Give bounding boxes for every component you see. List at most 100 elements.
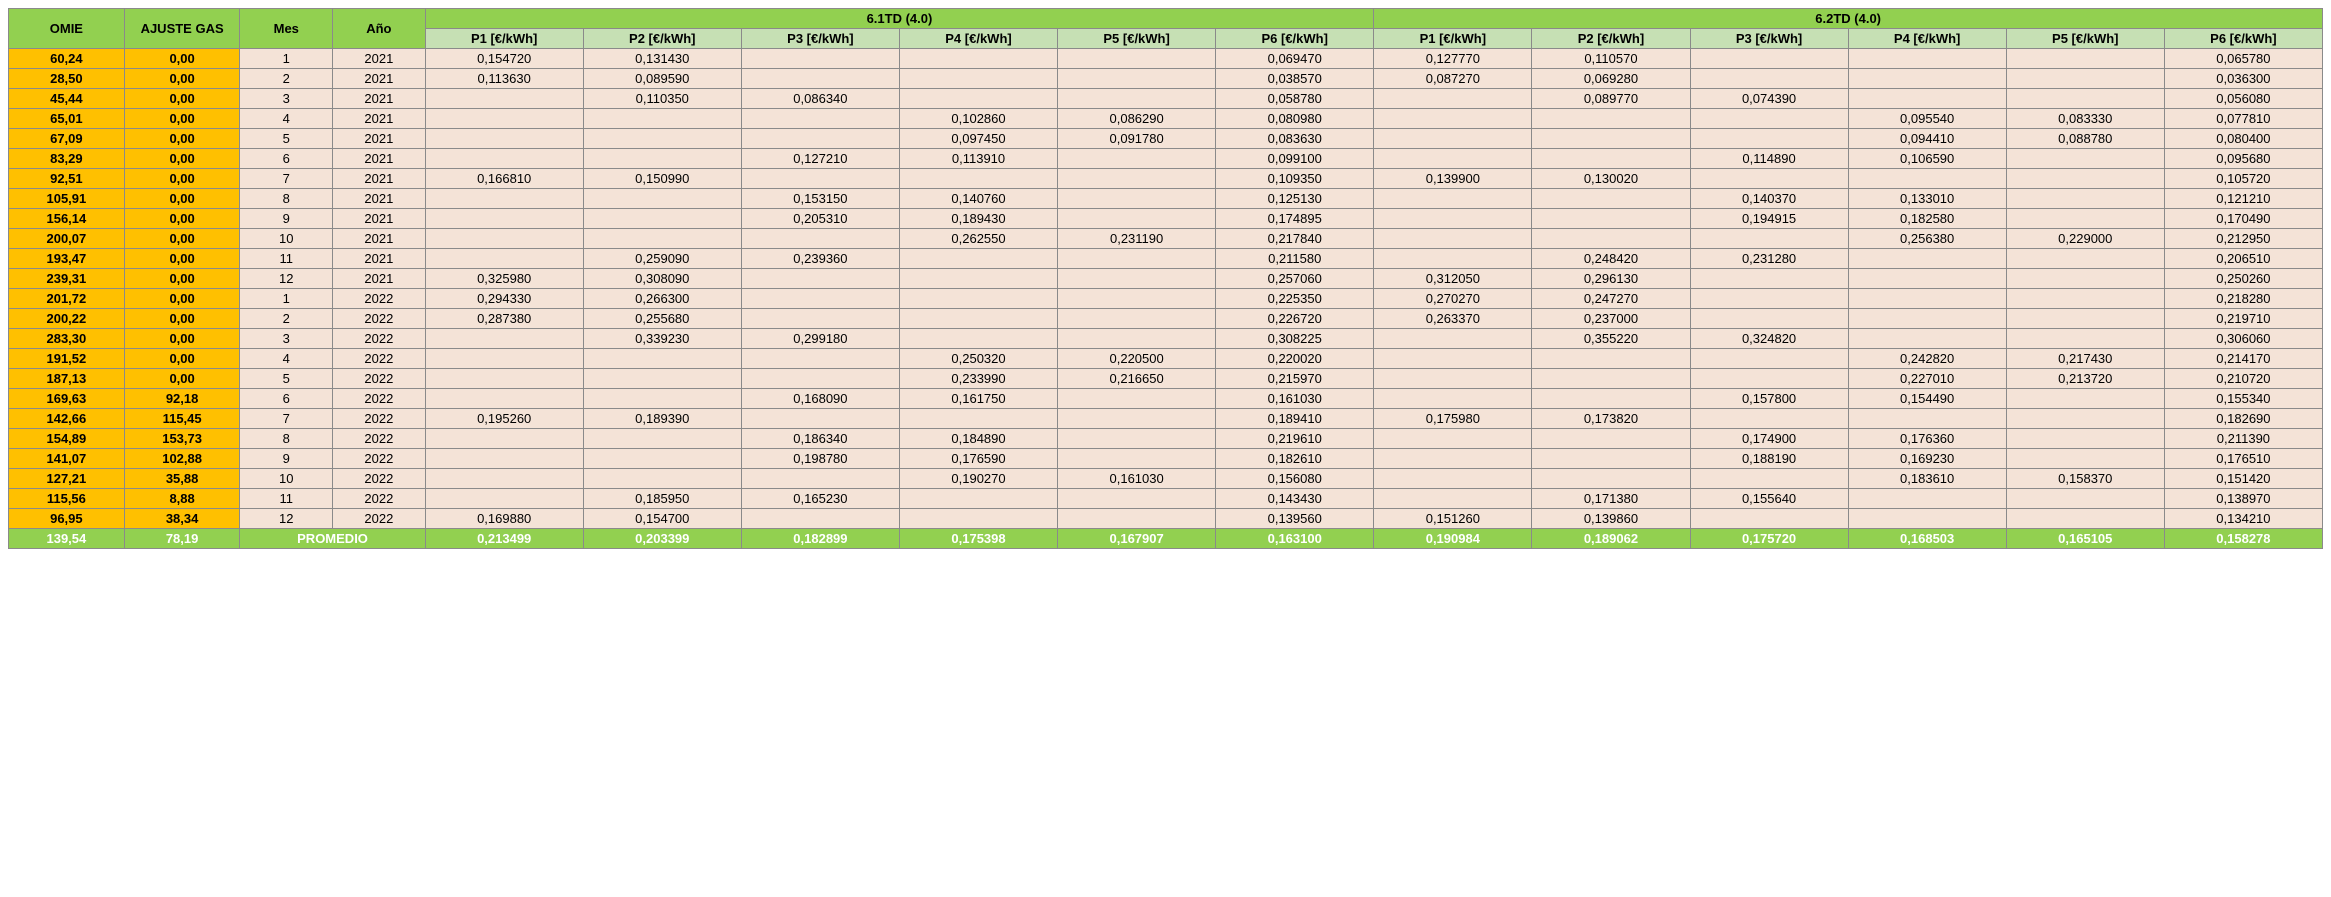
cell-61-p4 [899, 309, 1057, 329]
cell-62-p6: 0,155340 [2164, 389, 2322, 409]
cell-61-p5 [1058, 169, 1216, 189]
cell-ano: 2021 [333, 129, 426, 149]
cell-62-p1: 0,312050 [1374, 269, 1532, 289]
cell-62-p1: 0,139900 [1374, 169, 1532, 189]
cell-ajuste: 115,45 [124, 409, 240, 429]
cell-mes: 8 [240, 189, 333, 209]
hdr-61-p1: P1 [€/kWh] [425, 29, 583, 49]
cell-62-p5 [2006, 149, 2164, 169]
cell-61-p2: 0,089590 [583, 69, 741, 89]
cell-61-p2: 0,154700 [583, 509, 741, 529]
cell-62-p4: 0,256380 [1848, 229, 2006, 249]
cell-mes: 9 [240, 209, 333, 229]
hdr-mes: Mes [240, 9, 333, 49]
cell-62-p1 [1374, 189, 1532, 209]
cell-61-p4: 0,140760 [899, 189, 1057, 209]
cell-omie: 201,72 [9, 289, 125, 309]
cell-62-p3: 0,324820 [1690, 329, 1848, 349]
hdr-ajuste: AJUSTE GAS [124, 9, 240, 49]
cell-ajuste: 0,00 [124, 89, 240, 109]
cell-mes: 6 [240, 149, 333, 169]
cell-62-p3: 0,157800 [1690, 389, 1848, 409]
cell-61-p4: 0,113910 [899, 149, 1057, 169]
cell-mes: 4 [240, 109, 333, 129]
cell-61-p4 [899, 329, 1057, 349]
cell-ajuste: 0,00 [124, 309, 240, 329]
ftr-ajuste: 78,19 [124, 529, 240, 549]
cell-61-p4 [899, 289, 1057, 309]
ftr-a-p6: 0,163100 [1216, 529, 1374, 549]
hdr-62-p2: P2 [€/kWh] [1532, 29, 1690, 49]
cell-61-p6: 0,139560 [1216, 509, 1374, 529]
cell-62-p1 [1374, 469, 1532, 489]
cell-61-p6: 0,174895 [1216, 209, 1374, 229]
cell-61-p3 [741, 49, 899, 69]
cell-62-p3: 0,188190 [1690, 449, 1848, 469]
cell-omie: 169,63 [9, 389, 125, 409]
cell-mes: 11 [240, 489, 333, 509]
cell-ano: 2022 [333, 369, 426, 389]
cell-ajuste: 0,00 [124, 209, 240, 229]
cell-ajuste: 0,00 [124, 189, 240, 209]
cell-61-p4: 0,189430 [899, 209, 1057, 229]
cell-61-p4: 0,262550 [899, 229, 1057, 249]
cell-ano: 2021 [333, 109, 426, 129]
cell-62-p4: 0,095540 [1848, 109, 2006, 129]
cell-62-p2 [1532, 349, 1690, 369]
cell-61-p5: 0,091780 [1058, 129, 1216, 149]
cell-62-p3 [1690, 69, 1848, 89]
cell-ano: 2021 [333, 269, 426, 289]
cell-62-p4 [1848, 329, 2006, 349]
cell-62-p1 [1374, 209, 1532, 229]
cell-61-p2 [583, 449, 741, 469]
cell-62-p2 [1532, 229, 1690, 249]
cell-ano: 2021 [333, 229, 426, 249]
cell-61-p2: 0,185950 [583, 489, 741, 509]
cell-62-p3 [1690, 289, 1848, 309]
cell-62-p6: 0,065780 [2164, 49, 2322, 69]
cell-61-p2 [583, 469, 741, 489]
cell-61-p1 [425, 429, 583, 449]
cell-62-p1: 0,270270 [1374, 289, 1532, 309]
cell-61-p2: 0,110350 [583, 89, 741, 109]
cell-62-p6: 0,206510 [2164, 249, 2322, 269]
cell-61-p4: 0,184890 [899, 429, 1057, 449]
cell-61-p3: 0,186340 [741, 429, 899, 449]
cell-61-p2: 0,339230 [583, 329, 741, 349]
cell-61-p5: 0,216650 [1058, 369, 1216, 389]
cell-omie: 154,89 [9, 429, 125, 449]
cell-62-p3: 0,140370 [1690, 189, 1848, 209]
cell-61-p2: 0,150990 [583, 169, 741, 189]
ftr-a-p4: 0,175398 [899, 529, 1057, 549]
cell-62-p3: 0,114890 [1690, 149, 1848, 169]
table-row: 45,440,00320210,1103500,0863400,0587800,… [9, 89, 2323, 109]
cell-62-p4: 0,227010 [1848, 369, 2006, 389]
cell-omie: 142,66 [9, 409, 125, 429]
cell-61-p4 [899, 249, 1057, 269]
table-row: 115,568,881120220,1859500,1652300,143430… [9, 489, 2323, 509]
table-row: 169,6392,18620220,1680900,1617500,161030… [9, 389, 2323, 409]
cell-62-p2: 0,237000 [1532, 309, 1690, 329]
cell-62-p4 [1848, 489, 2006, 509]
cell-62-p4: 0,169230 [1848, 449, 2006, 469]
cell-61-p3 [741, 469, 899, 489]
cell-62-p4 [1848, 309, 2006, 329]
cell-61-p5: 0,231190 [1058, 229, 1216, 249]
cell-61-p3 [741, 229, 899, 249]
cell-61-p1: 0,325980 [425, 269, 583, 289]
cell-omie: 200,22 [9, 309, 125, 329]
cell-ajuste: 0,00 [124, 329, 240, 349]
cell-omie: 65,01 [9, 109, 125, 129]
table-row: 142,66115,45720220,1952600,1893900,18941… [9, 409, 2323, 429]
cell-61-p6: 0,083630 [1216, 129, 1374, 149]
cell-62-p1: 0,151260 [1374, 509, 1532, 529]
cell-62-p6: 0,105720 [2164, 169, 2322, 189]
cell-61-p1 [425, 149, 583, 169]
cell-mes: 1 [240, 289, 333, 309]
cell-mes: 1 [240, 49, 333, 69]
cell-mes: 3 [240, 89, 333, 109]
cell-ano: 2021 [333, 189, 426, 209]
cell-62-p5 [2006, 169, 2164, 189]
cell-ajuste: 92,18 [124, 389, 240, 409]
cell-61-p1 [425, 249, 583, 269]
